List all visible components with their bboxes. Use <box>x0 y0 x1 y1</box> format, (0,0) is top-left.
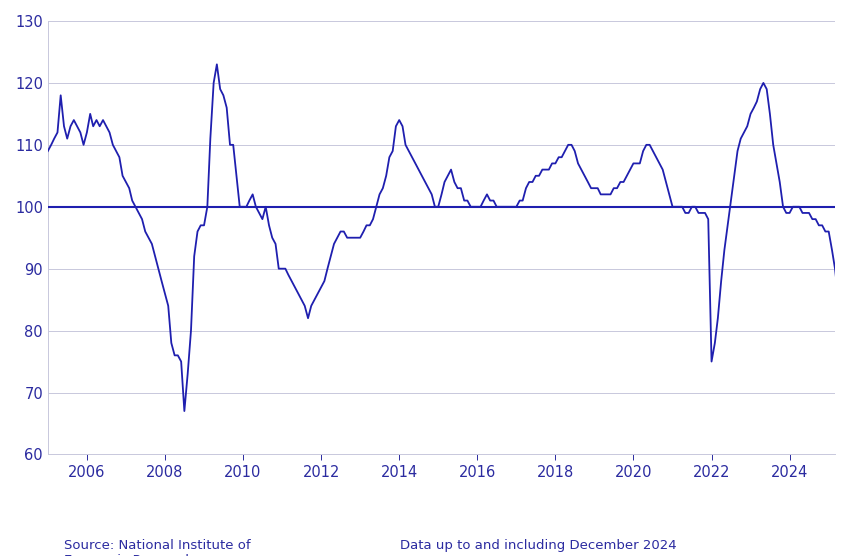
Text: Source: National Institute of
Economic Research: Source: National Institute of Economic R… <box>64 539 251 556</box>
Text: Data up to and including December 2024: Data up to and including December 2024 <box>400 539 676 552</box>
